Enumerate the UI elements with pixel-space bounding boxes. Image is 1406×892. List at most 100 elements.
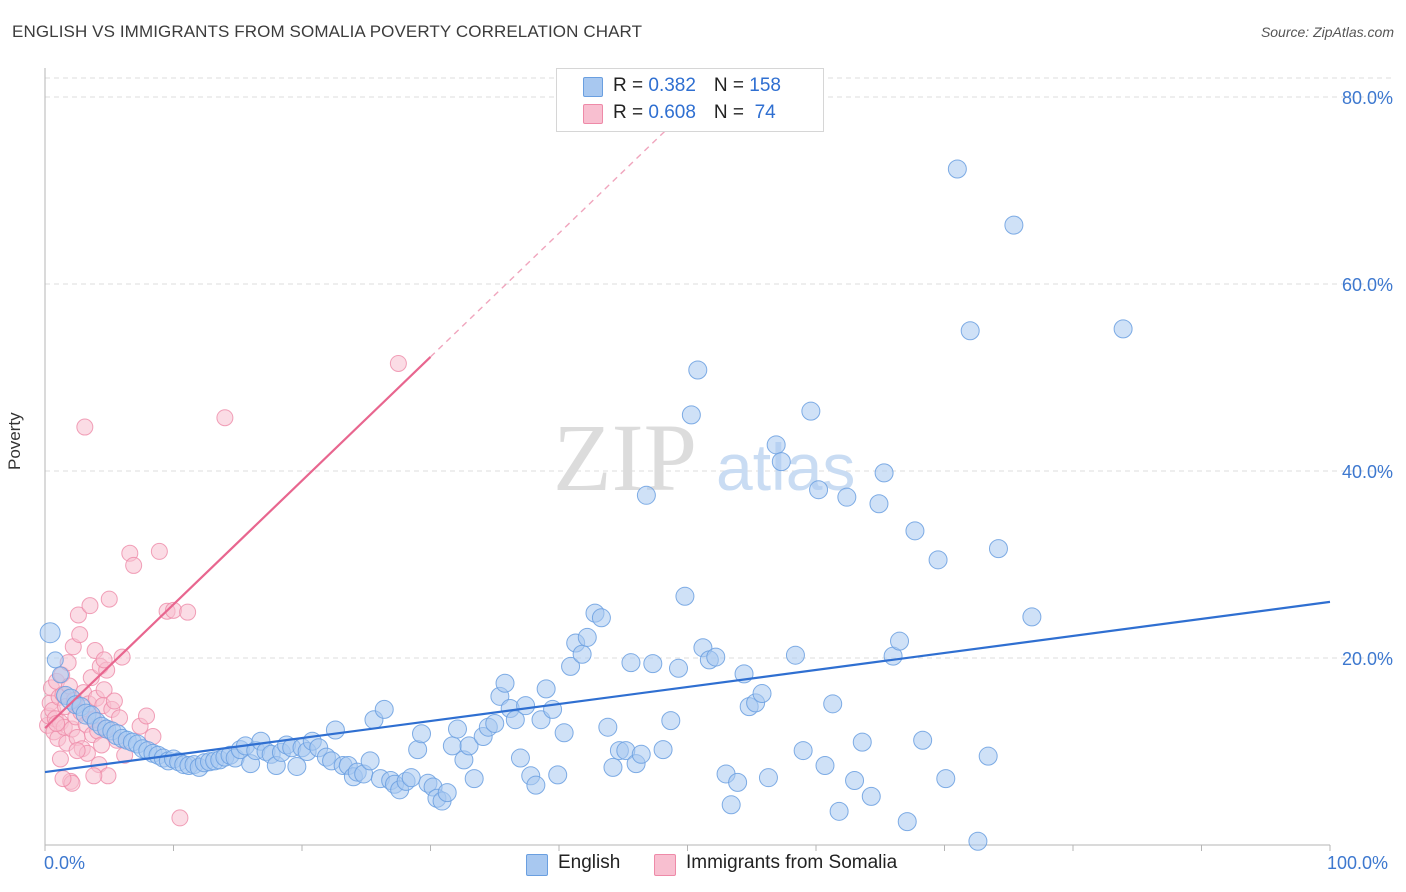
y-tick-label: 60.0% — [1342, 275, 1393, 295]
english-point — [51, 666, 69, 684]
somalia-point — [125, 556, 143, 574]
english-point — [688, 360, 708, 380]
english-point — [823, 694, 843, 714]
english-point — [801, 401, 821, 421]
english-point — [837, 487, 857, 507]
english-point — [459, 736, 479, 756]
english-point — [653, 740, 673, 760]
english-point — [809, 480, 829, 500]
english-point — [39, 622, 61, 644]
somalia-point — [179, 603, 197, 621]
english-point — [374, 699, 394, 719]
english-point — [510, 748, 530, 768]
somalia-point — [82, 669, 100, 687]
english-point — [495, 673, 515, 693]
english-point — [960, 321, 980, 341]
legend-r-value: 0.382 — [648, 75, 696, 96]
english-point — [554, 723, 574, 743]
somalia-point — [105, 692, 123, 710]
english-point — [636, 485, 656, 505]
english-point — [988, 539, 1008, 559]
english-point — [46, 651, 64, 669]
y-tick-label: 80.0% — [1342, 88, 1393, 108]
somalia-point — [389, 354, 407, 372]
english-trend-line — [44, 600, 1331, 774]
english-point — [758, 768, 778, 788]
legend-text-english: R = 0.382 N = 158 — [613, 75, 781, 97]
english-point — [561, 656, 581, 676]
english-point — [516, 696, 536, 716]
english-point — [1022, 607, 1042, 627]
somalia-point — [71, 626, 89, 644]
english-point — [785, 645, 805, 665]
bottom-legend-somalia: Immigrants from Somalia — [654, 852, 924, 878]
english-point — [548, 765, 568, 785]
y-tick-labels: 20.0% 40.0% 60.0% 80.0% — [1342, 88, 1393, 669]
english-point — [771, 452, 791, 472]
chart-title: ENGLISH VS IMMIGRANTS FROM SOMALIA POVER… — [12, 22, 643, 41]
somalia-point — [81, 597, 99, 615]
english-point — [401, 768, 421, 788]
somalia-point — [95, 681, 113, 699]
somalia-point — [95, 651, 113, 669]
legend-r-value: 0.608 — [648, 102, 696, 123]
english-point — [287, 756, 307, 776]
english-point — [572, 644, 592, 664]
legend-text-somalia: R = 0.608 N = 74 — [613, 102, 776, 124]
english-point — [721, 795, 741, 815]
english-point — [706, 647, 726, 667]
english-point — [766, 435, 786, 455]
watermark-zip: ZIP — [553, 404, 697, 511]
english-point — [408, 740, 428, 760]
english-point — [603, 757, 623, 777]
somalia-point — [99, 767, 117, 785]
somalia-trend-line — [44, 356, 432, 729]
english-point — [669, 658, 689, 678]
english-point — [675, 586, 695, 606]
somalia-point — [69, 606, 87, 624]
somalia-point — [150, 542, 168, 560]
english-point — [793, 741, 813, 761]
english-point — [447, 719, 467, 739]
bottom-legend-label-somalia: Immigrants from Somalia — [686, 852, 898, 873]
english-point — [897, 812, 917, 832]
english-point — [752, 684, 772, 704]
english-point — [861, 786, 881, 806]
x-tick-label-max: 100.0% — [1327, 853, 1389, 873]
english-point — [928, 550, 948, 570]
english-point — [643, 654, 663, 674]
somalia-point — [113, 648, 131, 666]
english-points — [39, 159, 1133, 851]
english-point — [360, 751, 380, 771]
english-point — [947, 159, 967, 179]
english-point — [536, 679, 556, 699]
somalia-point — [51, 750, 69, 768]
english-point — [325, 720, 345, 740]
english-point — [905, 521, 925, 541]
english-point — [852, 732, 872, 752]
legend-stats: R = 0.382 N = 158 R = 0.608 N = 74 — [556, 68, 824, 132]
somalia-point — [76, 418, 94, 436]
legend-n-label: N = — [713, 75, 750, 96]
english-point — [621, 653, 641, 673]
english-point — [631, 744, 651, 764]
english-point — [874, 463, 894, 483]
english-point — [598, 717, 618, 737]
english-point — [1113, 319, 1133, 339]
english-point — [968, 831, 988, 851]
legend-n-value: 74 — [749, 102, 776, 123]
legend-swatch-english — [583, 77, 603, 97]
english-point — [412, 724, 432, 744]
somalia-point — [216, 409, 234, 427]
y-tick-label: 40.0% — [1342, 462, 1393, 482]
english-point — [1004, 215, 1024, 235]
bottom-legend-swatch-somalia — [654, 854, 676, 876]
chart-source: Source: ZipAtlas.com — [1260, 24, 1394, 40]
english-point — [728, 772, 748, 792]
y-tick-label: 20.0% — [1342, 649, 1393, 669]
watermark: ZIP atlas — [553, 404, 855, 511]
english-point — [845, 770, 865, 790]
x-tick-label-min: 0.0% — [44, 853, 86, 873]
somalia-point — [171, 809, 189, 827]
